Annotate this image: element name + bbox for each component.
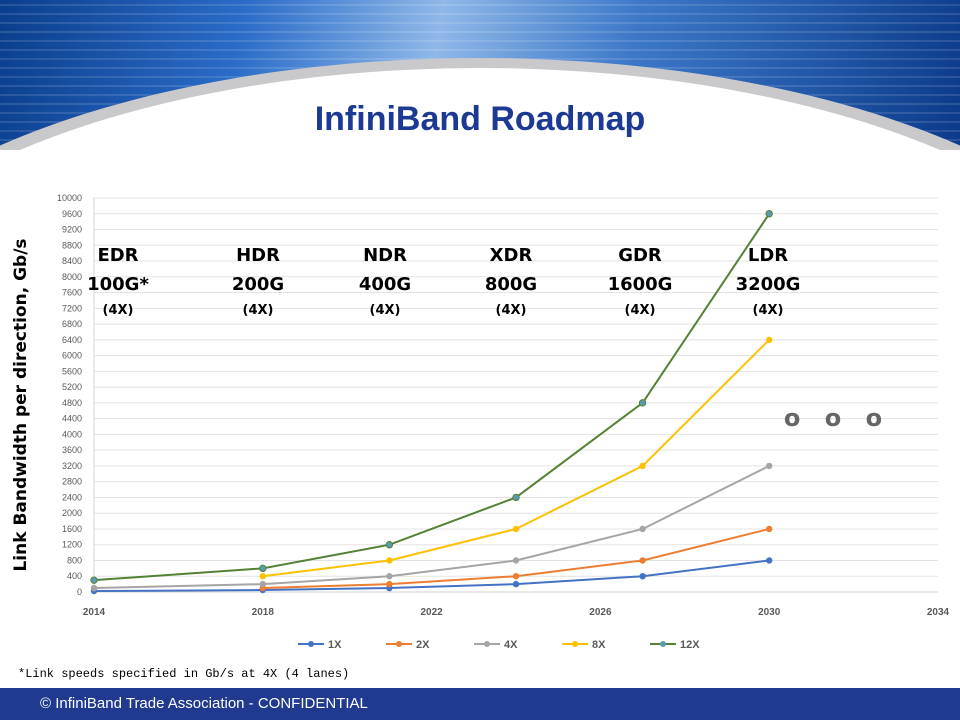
y-axis-label: Link Bandwidth per direction, Gb/s [11, 238, 31, 571]
x-tick-label: 2022 [420, 607, 443, 618]
data-point-8X [639, 462, 646, 470]
footer-bar: © InfiniBand Trade Association - CONFIDE… [0, 688, 960, 720]
data-point-4X [386, 573, 393, 580]
x-tick-label: 2018 [252, 607, 275, 618]
generation-lanes: (4X) [625, 303, 656, 318]
data-point-4X [259, 580, 266, 588]
data-point-12X [259, 564, 267, 573]
data-point-8X [386, 557, 393, 564]
y-tick-label: 8400 [62, 256, 82, 266]
legend-label-1X: 1X [328, 639, 342, 651]
generation-lanes: (4X) [243, 303, 274, 318]
generation-name: EDR [97, 245, 138, 266]
generation-lanes: (4X) [496, 303, 527, 318]
legend-marker-2X [396, 641, 402, 647]
data-point-4X [766, 462, 773, 470]
header-banner [0, 0, 960, 150]
generation-lanes: (4X) [753, 303, 784, 318]
generation-name: NDR [363, 245, 407, 266]
generation-speed: 800G [485, 274, 537, 295]
legend-label-4X: 4X [504, 639, 518, 651]
y-tick-label: 3600 [62, 445, 82, 455]
data-point-12X [765, 210, 773, 218]
y-tick-label: 8000 [62, 272, 82, 282]
y-tick-label: 9200 [62, 225, 82, 235]
series-line-4X [93, 465, 770, 590]
y-tick-label: 2800 [62, 477, 82, 487]
y-tick-label: 0 [77, 587, 82, 597]
data-point-8X [512, 525, 520, 533]
y-tick-label: 5600 [62, 366, 82, 376]
legend-label-8X: 8X [592, 639, 606, 651]
generation-speed: 100G* [87, 274, 149, 295]
y-tick-label: 6800 [62, 319, 82, 329]
generation-speed: 3200G [736, 274, 801, 295]
data-point-4X [639, 525, 646, 533]
x-tick-label: 2026 [589, 607, 612, 618]
series-line-8X [262, 339, 770, 578]
y-tick-label: 2400 [62, 492, 82, 502]
data-point-12X [90, 576, 98, 584]
generation-name: LDR [748, 245, 788, 266]
generation-speed: 400G [359, 274, 411, 295]
y-tick-label: 2000 [62, 508, 82, 518]
data-point-12X [512, 493, 520, 502]
ellipsis-indicator: o o o [784, 404, 890, 432]
data-point-12X [638, 399, 647, 407]
legend-marker-1X [308, 641, 314, 647]
y-tick-label: 9600 [62, 209, 82, 219]
generation-speed: 200G [232, 274, 284, 295]
y-tick-label: 10000 [57, 193, 82, 203]
y-tick-label: 7600 [62, 288, 82, 298]
data-point-8X [259, 573, 266, 580]
y-tick-label: 5200 [62, 382, 82, 392]
legend-marker-8X [572, 641, 578, 647]
generation-speed: 1600G [608, 274, 673, 295]
data-point-2X [386, 580, 393, 588]
series-line-1X [93, 559, 770, 593]
y-tick-label: 400 [67, 571, 82, 581]
footnote: *Link speeds specified in Gb/s at 4X (4 … [18, 667, 350, 681]
data-point-8X [766, 336, 773, 344]
series-line-12X [93, 213, 771, 582]
data-point-12X [385, 541, 394, 549]
y-tick-label: 4800 [62, 398, 82, 408]
slide-title: InfiniBand Roadmap [314, 100, 646, 138]
generation-name: HDR [236, 245, 280, 266]
y-tick-label: 8800 [62, 240, 82, 250]
y-tick-label: 800 [67, 555, 82, 565]
legend-label-2X: 2X [416, 639, 430, 651]
data-point-1X [512, 580, 520, 588]
y-tick-label: 1200 [62, 540, 82, 550]
generation-lanes: (4X) [103, 303, 134, 318]
x-tick-label: 2014 [83, 607, 106, 618]
y-tick-label: 4000 [62, 429, 82, 439]
generation-lanes: (4X) [370, 303, 401, 318]
y-tick-label: 6400 [62, 335, 82, 345]
y-tick-label: 7200 [62, 303, 82, 313]
y-tick-label: 1600 [62, 524, 82, 534]
y-tick-label: 6000 [62, 351, 82, 361]
generation-name: XDR [490, 245, 533, 266]
data-point-2X [766, 525, 773, 533]
y-tick-label: 4400 [62, 414, 82, 424]
legend-label-12X: 12X [680, 639, 700, 651]
legend-marker-4X [484, 641, 490, 647]
data-point-4X [90, 584, 98, 592]
x-tick-label: 2030 [758, 607, 781, 618]
data-point-2X [512, 573, 520, 580]
data-point-2X [639, 557, 646, 564]
legend-marker-12X [660, 641, 666, 647]
data-point-4X [512, 557, 520, 564]
data-point-1X [766, 557, 773, 564]
data-point-1X [639, 573, 646, 580]
x-tick-label: 2034 [927, 607, 950, 618]
generation-name: GDR [618, 245, 662, 266]
y-tick-label: 3200 [62, 461, 82, 471]
